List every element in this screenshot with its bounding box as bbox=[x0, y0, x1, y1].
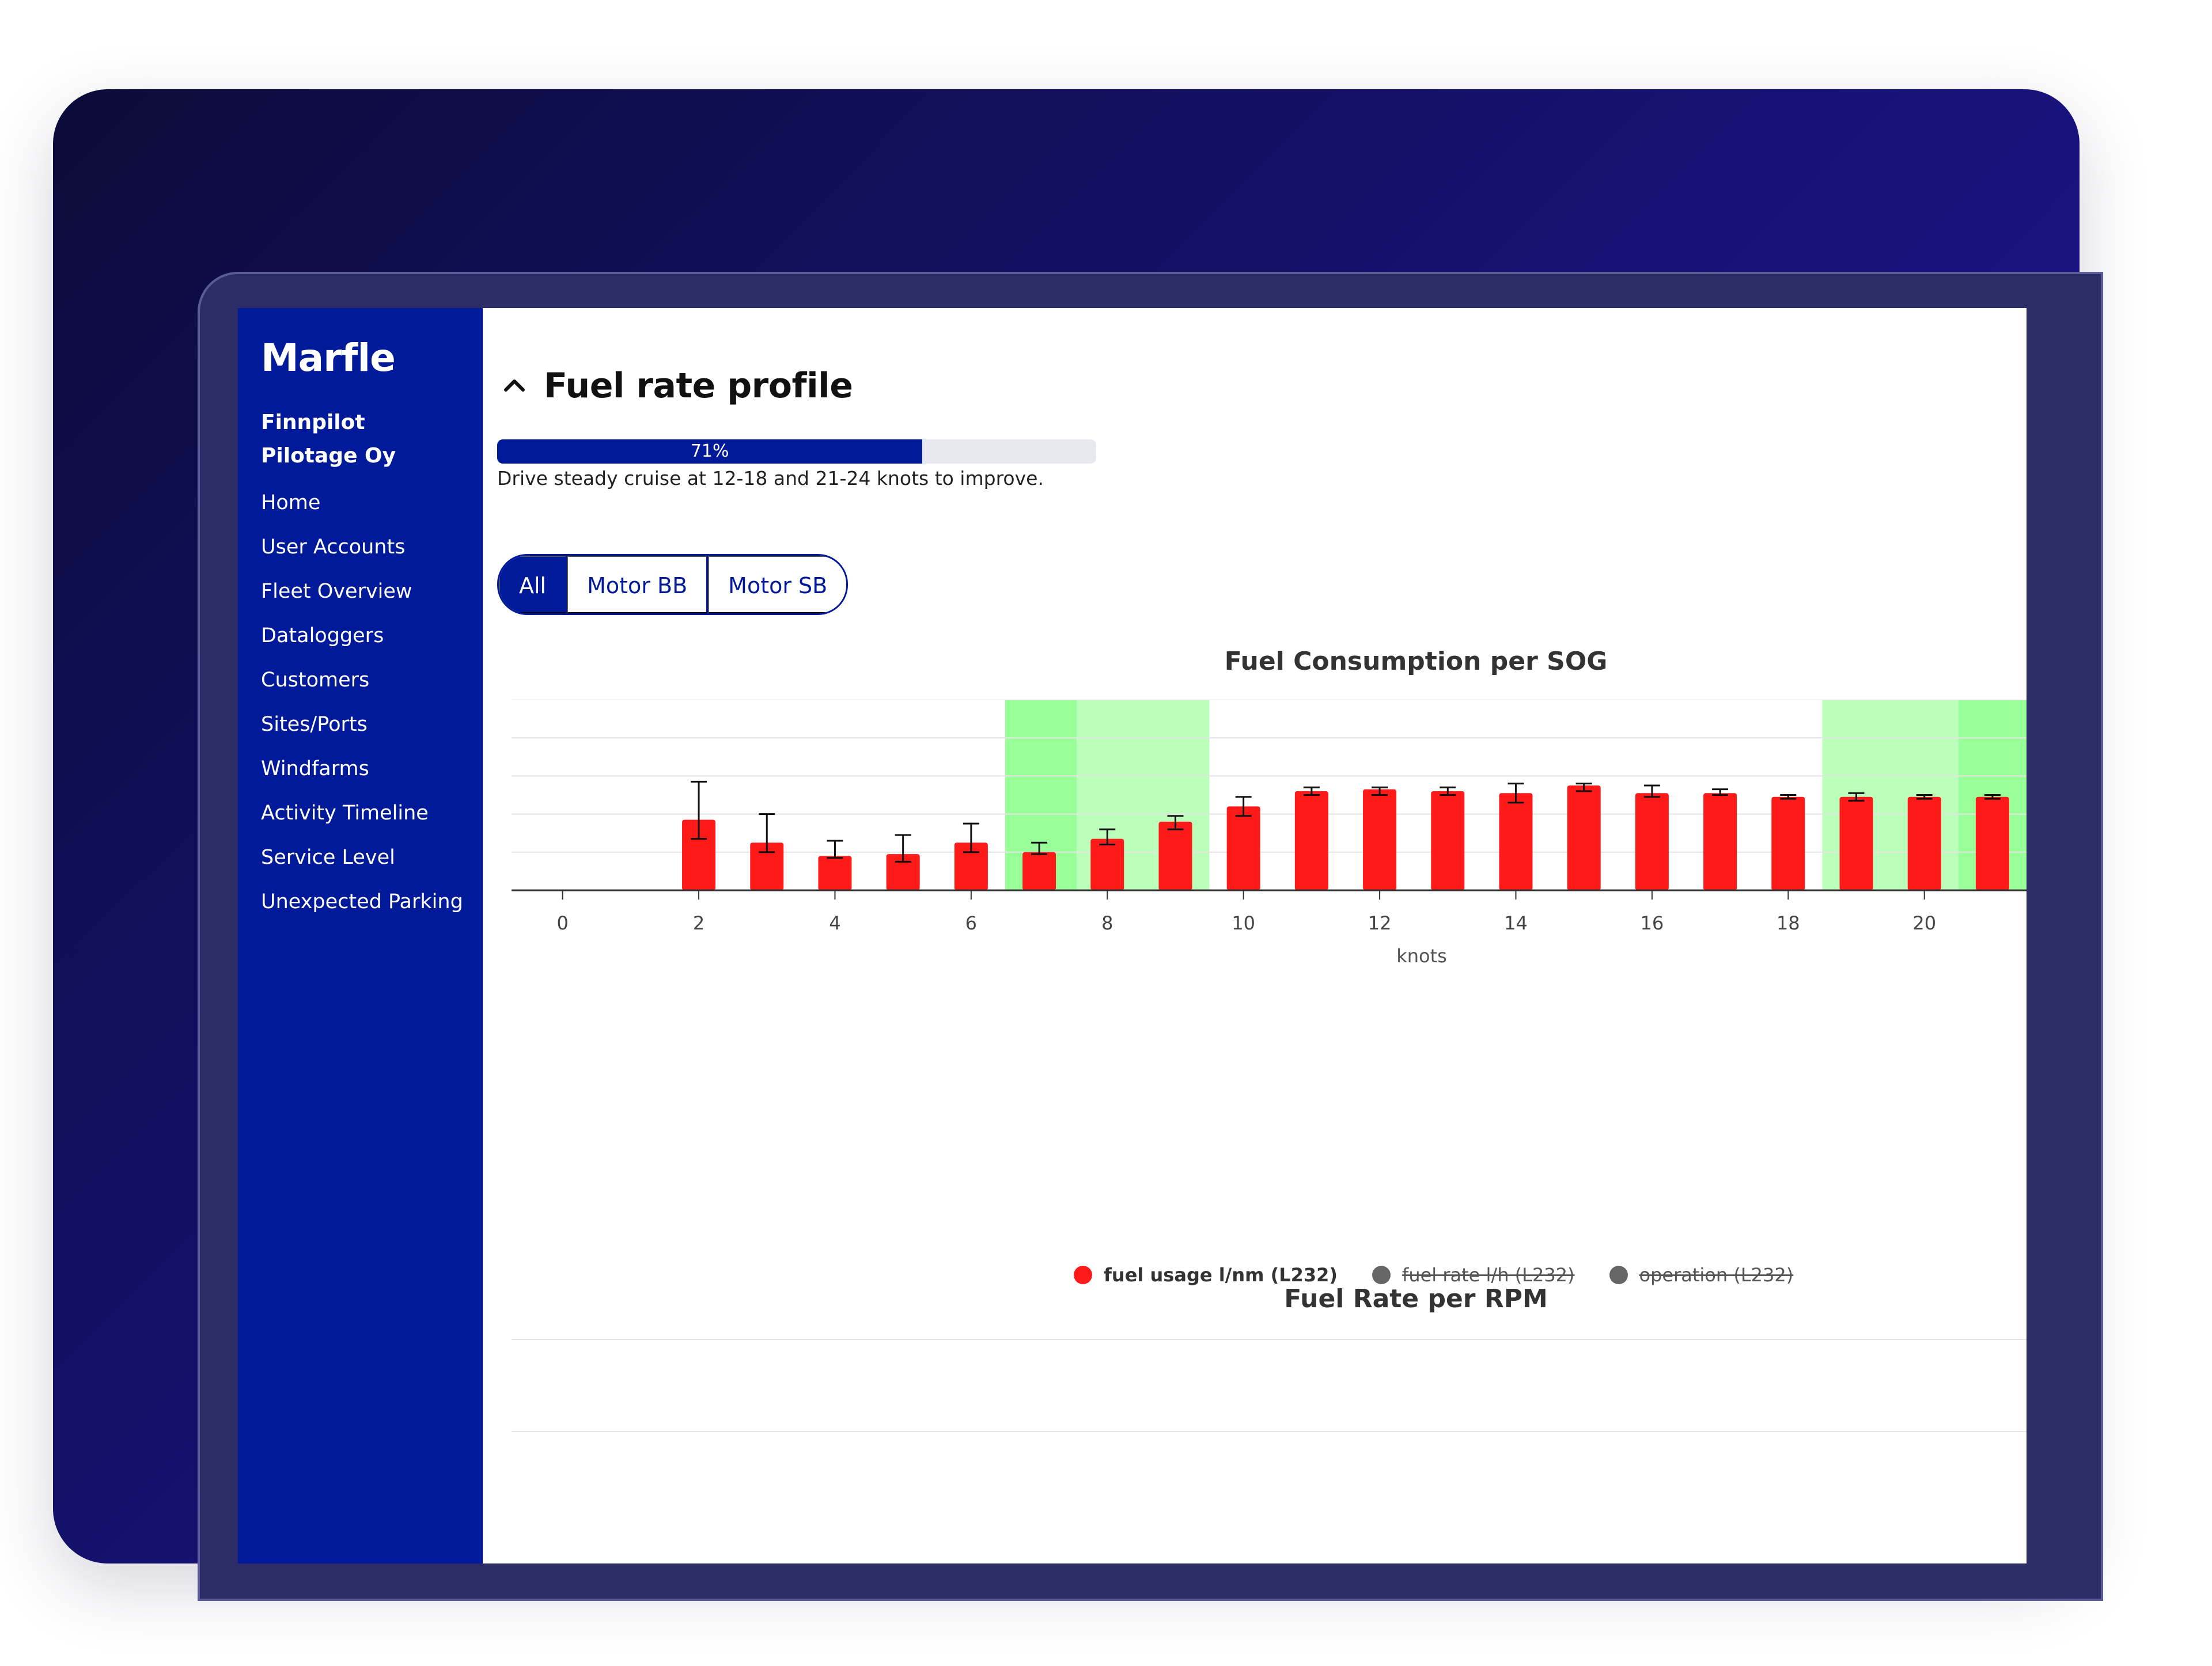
sidebar: Marfle Finnpilot Pilotage Oy Home User A… bbox=[238, 308, 483, 1563]
bar bbox=[1771, 796, 1805, 890]
x-tick-label: 14 bbox=[1504, 912, 1528, 934]
x-tick-label: 8 bbox=[1101, 912, 1113, 934]
sidebar-item-activity-timeline[interactable]: Activity Timeline bbox=[261, 802, 429, 825]
section-title: Fuel rate profile bbox=[544, 366, 853, 406]
x-tick-label: 4 bbox=[829, 912, 840, 934]
legend-marker-icon bbox=[1609, 1266, 1628, 1284]
chart-title-sog: Fuel Consumption per SOG bbox=[1224, 647, 1608, 676]
rpm-chart-gridline bbox=[512, 1431, 2027, 1432]
legend-item-fuel-rate[interactable]: fuel rate l/h (L232) bbox=[1372, 1264, 1575, 1286]
x-tick-label: 18 bbox=[1777, 912, 1800, 934]
bar bbox=[1226, 806, 1260, 890]
legend-marker-icon bbox=[1372, 1266, 1391, 1284]
sidebar-nav: Home User Accounts Fleet Overview Datalo… bbox=[261, 491, 463, 935]
rpm-chart-gridline bbox=[512, 1339, 2027, 1340]
x-tick-label: 0 bbox=[556, 912, 568, 934]
sidebar-item-fleet-overview[interactable]: Fleet Overview bbox=[261, 580, 412, 603]
bar bbox=[1567, 785, 1601, 890]
filter-motor-sb-button[interactable]: Motor SB bbox=[708, 556, 847, 613]
sidebar-item-windfarms[interactable]: Windfarms bbox=[261, 757, 369, 780]
legend-marker-icon bbox=[1074, 1266, 1092, 1284]
x-tick-label: 10 bbox=[1232, 912, 1255, 934]
sidebar-item-customers[interactable]: Customers bbox=[261, 669, 370, 692]
bar bbox=[1294, 791, 1328, 890]
x-tick-label: 12 bbox=[1368, 912, 1392, 934]
score-progress-fill: 71% bbox=[497, 439, 923, 464]
bar bbox=[1431, 791, 1465, 890]
x-tick-label: 6 bbox=[965, 912, 977, 934]
bar bbox=[1090, 838, 1124, 890]
bar bbox=[1499, 793, 1533, 890]
legend-label: fuel rate l/h (L232) bbox=[1402, 1264, 1575, 1286]
sidebar-item-unexpected-parking[interactable]: Unexpected Parking bbox=[261, 890, 463, 913]
chevron-up-icon[interactable] bbox=[500, 371, 529, 400]
fuel-consumption-chart: 0 2 4 6 8 10 12 14 16 18 20 knots bbox=[512, 700, 2027, 967]
legend-item-fuel-usage[interactable]: fuel usage l/nm (L232) bbox=[1074, 1264, 1338, 1286]
legend-item-operation[interactable]: operation (L232) bbox=[1609, 1264, 1794, 1286]
score-progress-bar: 71% bbox=[497, 439, 1096, 464]
legend-label: fuel usage l/nm (L232) bbox=[1104, 1264, 1338, 1286]
app-screen: Marfle Finnpilot Pilotage Oy Home User A… bbox=[238, 308, 2027, 1563]
bar bbox=[1839, 796, 1873, 890]
x-tick-label: 20 bbox=[1912, 912, 1936, 934]
bar bbox=[1022, 852, 1056, 890]
chart-legend: fuel usage l/nm (L232) fuel rate l/h (L2… bbox=[1074, 1264, 1828, 1286]
motor-filter: All Motor BB Motor SB bbox=[497, 554, 849, 615]
brand-logo[interactable]: Marfle bbox=[261, 336, 396, 380]
bar bbox=[1703, 793, 1737, 890]
main-content: Fuel rate profile 71% Drive steady cruis… bbox=[483, 308, 2027, 1563]
bar bbox=[1158, 821, 1192, 890]
x-tick-label: 16 bbox=[1641, 912, 1664, 934]
bar bbox=[1975, 796, 2009, 890]
bar bbox=[1363, 789, 1397, 890]
chart-title-rpm: Fuel Rate per RPM bbox=[1284, 1284, 1548, 1314]
bar bbox=[818, 856, 852, 890]
filter-all-button[interactable]: All bbox=[499, 556, 567, 613]
improvement-hint: Drive steady cruise at 12-18 and 21-24 k… bbox=[497, 467, 1044, 489]
section-header[interactable]: Fuel rate profile bbox=[500, 366, 853, 406]
bar bbox=[954, 843, 988, 890]
sidebar-item-user-accounts[interactable]: User Accounts bbox=[261, 536, 406, 559]
x-axis-label: knots bbox=[1396, 945, 1447, 967]
bar bbox=[682, 819, 716, 890]
legend-label: operation (L232) bbox=[1639, 1264, 1794, 1286]
sidebar-item-home[interactable]: Home bbox=[261, 491, 321, 514]
sidebar-item-sites-ports[interactable]: Sites/Ports bbox=[261, 713, 368, 736]
organization-name: Finnpilot Pilotage Oy bbox=[261, 411, 396, 468]
bar bbox=[886, 854, 920, 890]
bar bbox=[750, 843, 784, 890]
sidebar-item-service-level[interactable]: Service Level bbox=[261, 846, 395, 869]
bar bbox=[1907, 796, 1941, 890]
filter-motor-bb-button[interactable]: Motor BB bbox=[567, 556, 709, 613]
sidebar-item-dataloggers[interactable]: Dataloggers bbox=[261, 624, 384, 647]
x-tick-label: 2 bbox=[693, 912, 704, 934]
bar bbox=[1635, 793, 1669, 890]
